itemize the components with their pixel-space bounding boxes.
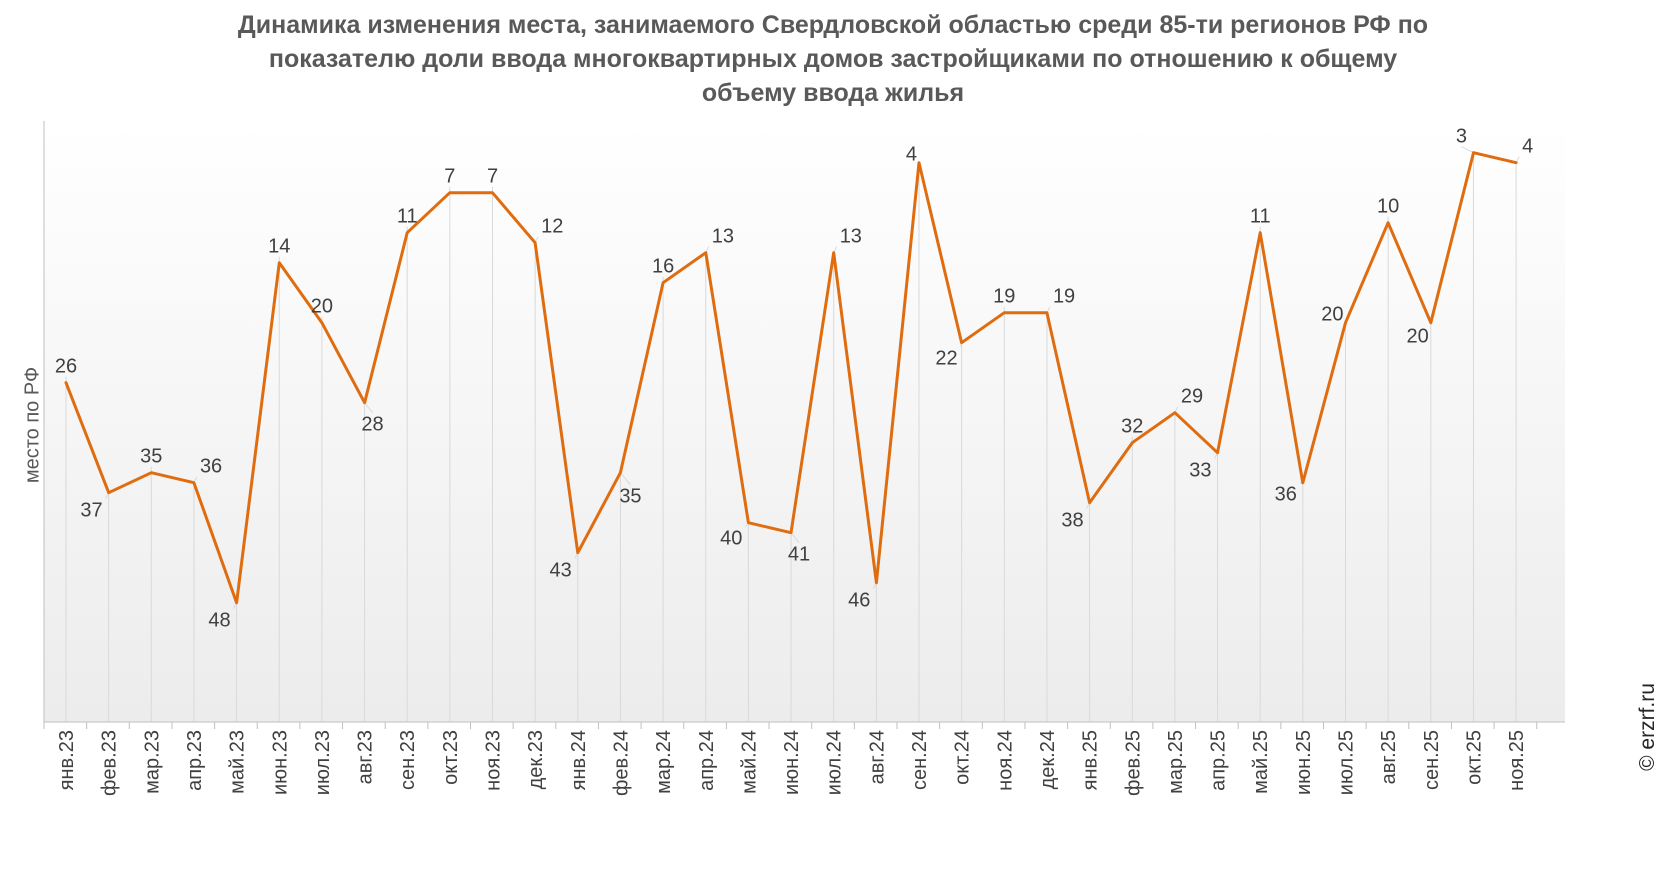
x-tick-label: окт.25 [1463,730,1485,785]
data-label: 41 [788,544,810,566]
data-label: 29 [1181,386,1203,408]
x-tick-label: ноя.25 [1506,730,1528,791]
data-label: 46 [848,590,870,612]
x-tick-label: апр.24 [696,730,718,791]
x-tick-label: фев.25 [1122,730,1144,796]
data-label: 38 [1061,510,1083,532]
x-tick-label: май.25 [1250,730,1272,794]
data-label: 40 [720,528,742,550]
data-label: 43 [550,560,572,582]
data-label: 7 [444,166,455,188]
x-tick-label: мар.24 [653,730,675,794]
data-label: 4 [1522,136,1533,158]
x-tick-label: сен.23 [397,730,419,790]
x-tick-label: дек.23 [525,730,547,789]
x-tick-label: фев.24 [610,730,632,796]
x-tick-label: ноя.24 [994,730,1016,791]
x-tick-label: ноя.23 [483,730,505,791]
data-label: 37 [80,500,102,522]
data-label: 20 [311,296,333,318]
x-tick-label: сен.25 [1421,730,1443,790]
data-label-leader [620,472,631,486]
data-label: 35 [619,486,641,508]
title-line-2: показателю доли ввода многоквартирных до… [268,45,1398,73]
chart-title: Динамика изменения места, занимаемого Св… [0,8,1666,110]
data-label: 22 [935,348,957,370]
title-line-1: Динамика изменения места, занимаемого Св… [237,11,1429,39]
data-label-leader [364,402,373,414]
x-tick-label: сен.24 [909,730,931,790]
x-tick-label: янв.24 [568,730,590,790]
x-tick-label: июн.23 [269,730,291,795]
x-tick-label: июл.23 [312,730,334,795]
x-tick-label: окт.24 [952,730,974,785]
data-label: 12 [541,216,563,238]
x-tick-label: май.24 [738,730,760,794]
x-tick-label: июн.24 [781,730,803,795]
data-label: 11 [1250,206,1271,228]
y-axis-label: место по РФ [21,366,44,484]
x-tick-label: окт.23 [440,730,462,785]
data-label: 13 [712,226,734,248]
data-label: 19 [1053,286,1075,308]
data-label: 48 [208,610,230,632]
x-tick-label: фев.23 [99,730,121,796]
x-tick-label: янв.25 [1080,730,1102,790]
series-line [64,151,1518,605]
data-label: 36 [1275,484,1297,506]
data-label: 11 [397,206,418,228]
x-tick-label: июн.25 [1293,730,1315,795]
data-label: 10 [1377,196,1399,218]
title-line-3: объему ввода жилья [701,79,965,107]
plot-area [44,121,1565,722]
data-label: 32 [1121,416,1143,438]
x-tick-label: мар.23 [141,730,163,794]
data-label: 16 [652,256,674,278]
x-tick-label: апр.25 [1208,730,1230,791]
data-label-leader [1461,146,1474,154]
data-label: 19 [993,286,1015,308]
x-tick-label: май.23 [227,730,249,794]
x-tick-label: авг.23 [355,730,377,784]
x-tick-label: авг.24 [866,730,888,784]
x-tick-label: июл.24 [824,730,846,795]
data-label: 20 [1407,326,1429,348]
x-tick-label: апр.23 [184,730,206,791]
data-label: 7 [487,166,498,188]
data-label: 3 [1456,126,1467,148]
data-label: 28 [361,414,383,436]
data-label: 14 [268,236,290,258]
data-label: 36 [200,456,222,478]
data-label: 4 [906,144,917,166]
data-label: 35 [140,446,162,468]
data-label: 13 [840,226,862,248]
data-label: 26 [55,356,77,378]
x-tick-label: авг.25 [1378,730,1400,784]
data-label: 33 [1189,460,1211,482]
x-tick-label: мар.25 [1165,730,1187,794]
x-tick-label: янв.23 [56,730,78,790]
data-label: 20 [1321,304,1343,326]
data-label-leader [790,532,800,544]
x-tick-label: июл.25 [1336,730,1358,795]
source-credit: © erzrf.ru [1636,683,1659,771]
x-tick-label: дек.24 [1037,730,1059,789]
